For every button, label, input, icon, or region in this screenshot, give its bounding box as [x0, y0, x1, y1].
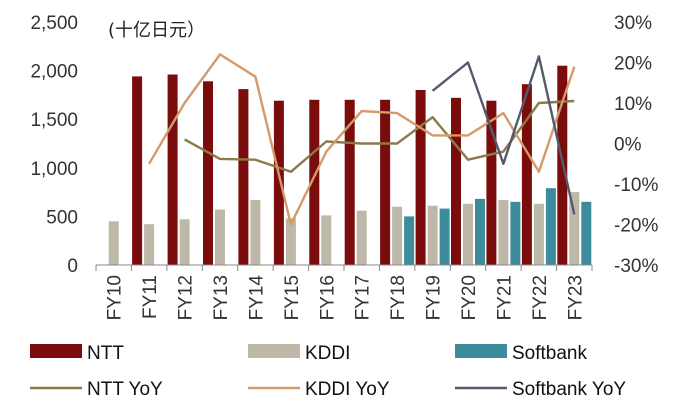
bar-ntt-fy14	[238, 89, 249, 265]
bar-kddi-fy21	[498, 199, 509, 265]
y-left-tick-label: 0	[67, 256, 78, 277]
legend-label-kddi-yoy: KDDI YoY	[305, 379, 390, 400]
bar-kddi-fy14	[250, 199, 261, 265]
bar-ntt-fy12	[167, 74, 178, 265]
bar-softbank-fy22	[545, 188, 556, 265]
bar-kddi-fy13	[215, 209, 225, 265]
x-tick-label-fy23: FY23	[565, 275, 586, 320]
legend-swatch-kddi	[248, 344, 300, 358]
bar-kddi-fy16	[321, 215, 332, 265]
bar-kddi-fy18	[392, 206, 403, 265]
y-left-tick-label: 1,000	[30, 159, 78, 180]
x-tick-label-fy14: FY14	[246, 275, 267, 321]
bar-kddi-fy15	[285, 218, 296, 265]
x-tick-label-fy20: FY20	[459, 275, 480, 320]
y-left-tick-label: 1,500	[30, 110, 78, 131]
bar-kddi-fy12	[179, 219, 190, 265]
x-tick-label-fy13: FY13	[211, 275, 232, 320]
y-left-tick-label: 2,000	[30, 62, 78, 83]
bar-softbank-fy21	[510, 201, 521, 265]
bar-ntt-fy17	[344, 99, 355, 265]
bar-kddi-fy10	[108, 221, 119, 265]
legend-label-softbank-yoy: Softbank YoY	[512, 379, 626, 400]
y-left-tick-label: 500	[46, 207, 78, 228]
x-tick-label-fy21: FY21	[494, 275, 515, 320]
bar-ntt-fy16	[309, 99, 320, 265]
x-tick-label-fy10: FY10	[105, 275, 126, 320]
x-tick-label-fy16: FY16	[317, 275, 338, 320]
legend-swatch-ntt	[30, 344, 82, 358]
y-right-tick-label: 30%	[614, 13, 652, 34]
y-right-tick-label: 0%	[614, 135, 642, 156]
bar-ntt-fy22	[521, 84, 532, 265]
legend-swatch-softbank	[455, 344, 507, 358]
legend-label-kddi: KDDI	[305, 343, 350, 364]
bar-ntt-fy18	[380, 99, 391, 265]
bar-ntt-fy13	[203, 81, 213, 265]
legend-label-ntt: NTT	[87, 343, 124, 364]
bar-kddi-fy17	[356, 210, 367, 265]
bar-ntt-fy19	[415, 90, 426, 265]
x-tick-label-fy11: FY11	[140, 275, 161, 319]
bar-kddi-fy23	[569, 192, 580, 265]
unit-label: (十亿日元）	[108, 20, 205, 41]
x-tick-label-fy18: FY18	[388, 275, 409, 320]
bar-kddi-fy20	[463, 203, 473, 265]
y-right-tick-label: -30%	[614, 256, 658, 277]
bar-softbank-fy18	[404, 216, 415, 265]
bar-ntt-fy11	[132, 76, 143, 266]
bar-kddi-fy19	[427, 205, 438, 265]
y-right-tick-label: -20%	[614, 216, 658, 237]
axes-layer: FY10 FY11 FY12 FY13 FY14 FY15 FY16 FY17 FY18 FY19…	[30, 13, 658, 320]
x-tick-label-fy19: FY19	[424, 275, 445, 320]
bar-softbank-fy20	[475, 198, 485, 265]
bar-ntt-fy20	[451, 97, 461, 265]
lines-layer	[148, 53, 576, 226]
bar-kddi-fy11	[144, 224, 155, 265]
bar-softbank-fy23	[581, 201, 592, 265]
y-left-tick-label: 2,500	[30, 13, 78, 34]
x-tick-label-fy22: FY22	[530, 275, 551, 320]
line-softbank-yoy	[431, 55, 576, 215]
y-right-tick-label: -10%	[614, 175, 658, 196]
bar-ntt-fy15	[273, 100, 284, 265]
line-kddi-yoy	[148, 53, 576, 226]
y-right-tick-label: 10%	[614, 94, 652, 115]
legend-label-softbank: Softbank	[512, 343, 587, 364]
x-tick-label-fy17: FY17	[353, 275, 374, 320]
legend: NTT KDDI Softbank NTT YoY KDDI YoY Softbank Y…	[30, 343, 626, 400]
x-tick-label-fy12: FY12	[176, 275, 197, 320]
bar-softbank-fy19	[439, 208, 450, 265]
x-tick-label-fy15: FY15	[282, 275, 303, 320]
y-right-tick-label: 20%	[614, 54, 652, 75]
bar-ntt-fy21	[486, 100, 497, 265]
bars-layer	[108, 65, 592, 266]
bar-kddi-fy22	[533, 203, 544, 265]
legend-label-ntt-yoy: NTT YoY	[87, 379, 163, 400]
